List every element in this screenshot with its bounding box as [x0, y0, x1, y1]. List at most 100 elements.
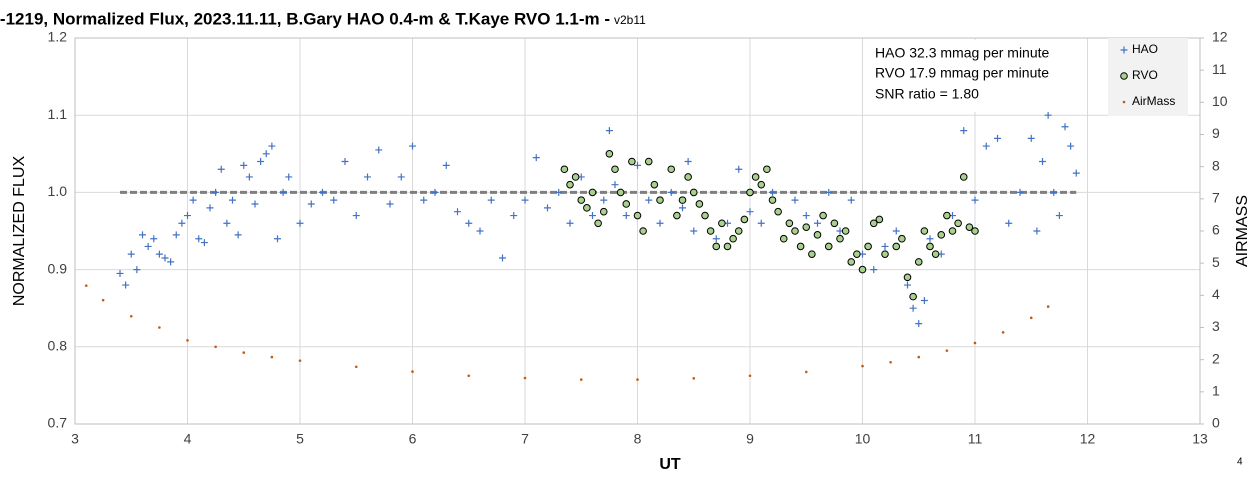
- point: [740, 215, 749, 224]
- legend-label: RVO: [1132, 68, 1158, 82]
- page-number: 4: [1237, 457, 1243, 468]
- point: [920, 296, 928, 304]
- x-tick-label: 9: [746, 431, 754, 447]
- annotation: RVO 17.9 mmag per minute: [875, 65, 1049, 81]
- point: [892, 242, 901, 251]
- y2-tick-label: 10: [1212, 93, 1228, 109]
- point: [926, 235, 934, 243]
- y-tick-label: 0.8: [48, 338, 68, 354]
- point: [167, 258, 175, 266]
- point: [217, 165, 225, 173]
- point: [212, 188, 220, 196]
- point: [667, 188, 675, 196]
- point: [819, 211, 827, 220]
- annotation-box: [865, 40, 1075, 112]
- y2-tick-label: 8: [1212, 157, 1220, 173]
- point: [279, 188, 287, 196]
- point: [101, 298, 105, 302]
- x-tick-label: 3: [71, 431, 79, 447]
- point: [285, 173, 293, 181]
- point: [864, 242, 872, 251]
- point: [636, 378, 639, 381]
- point: [712, 242, 721, 251]
- point: [748, 374, 752, 378]
- point: [251, 200, 259, 208]
- y2-tick-label: 4: [1212, 286, 1220, 302]
- point: [319, 188, 326, 196]
- legend-marker: [1120, 72, 1128, 80]
- y2-tick-label: 5: [1212, 254, 1220, 270]
- point: [600, 196, 608, 204]
- point: [560, 165, 569, 174]
- point: [920, 227, 929, 235]
- point: [861, 364, 864, 368]
- y2-tick-label: 0: [1212, 415, 1220, 431]
- point: [673, 211, 681, 220]
- point: [779, 234, 788, 243]
- point: [1046, 305, 1050, 308]
- x-tick-label: 11: [968, 431, 983, 447]
- version: v2b11: [614, 13, 646, 27]
- point: [723, 242, 732, 251]
- point: [965, 223, 974, 231]
- point: [178, 219, 186, 227]
- point: [240, 161, 248, 169]
- legend-marker: [1120, 46, 1128, 54]
- y2-tick-label: 12: [1212, 29, 1228, 45]
- y2-tick-label: 7: [1212, 190, 1220, 206]
- point: [847, 258, 856, 266]
- point: [914, 258, 923, 266]
- point: [909, 292, 917, 301]
- point: [909, 304, 917, 312]
- x-tick-label: 5: [296, 431, 304, 447]
- point: [127, 250, 135, 258]
- x-tick-label: 7: [521, 431, 529, 447]
- point: [1039, 158, 1046, 166]
- annotation: HAO 32.3 mmag per minute: [875, 45, 1050, 61]
- point: [161, 254, 169, 262]
- point: [270, 355, 274, 359]
- point: [650, 180, 659, 189]
- point: [139, 231, 146, 239]
- point: [532, 154, 540, 162]
- point: [712, 235, 720, 243]
- point: [804, 370, 808, 374]
- point: [763, 165, 771, 174]
- x-tick-label: 6: [409, 431, 417, 447]
- point: [757, 180, 766, 189]
- point: [814, 219, 821, 227]
- point: [785, 219, 794, 228]
- point: [808, 250, 816, 258]
- point: [836, 234, 844, 243]
- point: [1001, 331, 1005, 334]
- point: [566, 219, 574, 227]
- point: [268, 142, 276, 150]
- point: [689, 188, 698, 197]
- point: [791, 196, 799, 204]
- point: [150, 235, 158, 243]
- point: [892, 227, 900, 235]
- point: [133, 266, 141, 274]
- point: [521, 196, 529, 204]
- point: [206, 204, 214, 212]
- x-tick-label: 8: [634, 431, 642, 447]
- point: [639, 227, 647, 235]
- legend: HAO RVO AirMass: [1108, 38, 1188, 116]
- point: [701, 211, 709, 220]
- point: [622, 200, 631, 208]
- point: [633, 211, 642, 220]
- point: [769, 188, 776, 196]
- point: [904, 281, 911, 289]
- point: [476, 227, 484, 235]
- y2-tick-label: 6: [1212, 222, 1220, 238]
- point: [802, 223, 811, 231]
- x-tick-label: 10: [855, 431, 871, 447]
- point: [442, 161, 450, 169]
- point: [973, 341, 977, 345]
- y-tick-label: 0.9: [48, 260, 68, 276]
- point: [594, 219, 602, 228]
- x-axis-label: UT: [659, 456, 681, 473]
- point: [858, 265, 867, 274]
- y2-tick-label: 3: [1212, 318, 1220, 334]
